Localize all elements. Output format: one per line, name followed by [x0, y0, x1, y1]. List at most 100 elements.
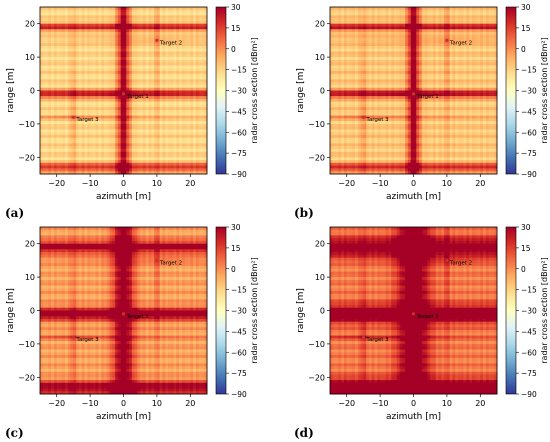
target-label: Target 2 — [159, 40, 182, 46]
x-tick-label: 0 — [121, 399, 126, 408]
colorbar-tick-label: 0 — [231, 45, 236, 54]
panel-b: −20 −10 0 10 20 −20 −10 0 10 20 azimuth [m] range [… — [294, 3, 549, 220]
y-tick-label: 0 — [320, 87, 325, 96]
colorbar-tick-label: 15 — [521, 24, 531, 33]
x-tick-label: 20 — [475, 399, 485, 408]
colorbar-tick-label: 0 — [521, 265, 526, 274]
colorbar-tick-label: 15 — [231, 244, 241, 253]
x-tick-label: −10 — [372, 399, 389, 408]
x-axis-label: azimuth [m] — [386, 412, 441, 422]
y-tick-label: 10 — [25, 273, 35, 282]
x-tick-label: 0 — [411, 399, 416, 408]
y-tick-label: −20 — [308, 153, 325, 162]
x-tick-label: 20 — [185, 399, 195, 408]
colorbar-tick-label: 30 — [231, 3, 241, 12]
colorbar-label: radar cross section [dBm²] — [540, 257, 549, 363]
colorbar-tick-label: 0 — [521, 45, 526, 54]
y-tick-label: −20 — [18, 373, 35, 382]
x-axis-label: azimuth [m] — [96, 192, 151, 202]
colorbar-tick-label: −75 — [231, 149, 247, 158]
x-axis-label: azimuth [m] — [96, 412, 151, 422]
target-label: Target 1 — [416, 314, 439, 320]
colorbar — [505, 226, 517, 395]
x-tick-label: −20 — [338, 179, 355, 188]
x-tick-label: −10 — [82, 399, 99, 408]
x-tick-label: −20 — [338, 399, 355, 408]
colorbar — [215, 6, 227, 175]
colorbar-tick-label: −30 — [521, 307, 537, 316]
colorbar — [505, 6, 517, 175]
colorbar-tick-label: −60 — [521, 348, 537, 357]
x-axis-label: azimuth [m] — [386, 192, 441, 202]
x-tick-label: 20 — [185, 179, 195, 188]
colorbar-tick-label: −90 — [231, 170, 247, 179]
y-tick-label: −20 — [308, 373, 325, 382]
target-label: Target 3 — [75, 337, 99, 343]
target-marker — [361, 115, 365, 119]
colorbar-tick-label: −90 — [521, 170, 537, 179]
colorbar-tick-label: −45 — [231, 327, 247, 336]
colorbar-tick-label: 15 — [521, 244, 531, 253]
colorbar — [215, 226, 227, 395]
y-tick-label: 20 — [315, 20, 325, 29]
colorbar-tick-label: −75 — [521, 149, 537, 158]
heatmap — [40, 227, 208, 395]
colorbar-tick-label: 30 — [231, 223, 241, 232]
target-label: Target 1 — [126, 314, 149, 320]
target-label: Target 2 — [449, 40, 472, 46]
colorbar-tick-label: −45 — [521, 327, 537, 336]
y-tick-label: −20 — [18, 153, 35, 162]
colorbar-tick-label: −60 — [231, 128, 247, 137]
x-tick-label: 10 — [442, 179, 452, 188]
panel-label: (d) — [294, 426, 314, 440]
colorbar-tick-label: −75 — [521, 369, 537, 378]
target-marker — [155, 258, 159, 262]
colorbar-label: radar cross section [dBm²] — [250, 257, 259, 363]
panel-d: −20 −10 0 10 20 −20 −10 0 10 20 azimuth [m] range [… — [294, 223, 549, 440]
y-tick-label: 0 — [30, 87, 35, 96]
x-tick-label: −20 — [48, 399, 65, 408]
colorbar-tick-label: −30 — [231, 87, 247, 96]
x-tick-label: −10 — [372, 179, 389, 188]
target-marker — [71, 115, 75, 119]
colorbar-tick-label: −30 — [521, 87, 537, 96]
target-marker — [71, 335, 75, 339]
colorbar-tick-label: 15 — [231, 24, 241, 33]
y-tick-label: 10 — [25, 53, 35, 62]
panel-a: −20 −10 0 10 20 −20 −10 0 10 20 azimuth [m] range [… — [5, 3, 259, 220]
y-axis-label: range [m] — [6, 68, 16, 113]
colorbar-tick-label: −45 — [521, 107, 537, 116]
x-tick-label: 10 — [152, 399, 162, 408]
colorbar-label: radar cross section [dBm²] — [540, 37, 549, 143]
x-tick-label: −20 — [48, 179, 65, 188]
target-marker — [121, 92, 126, 96]
target-label: Target 2 — [449, 260, 472, 266]
heatmap — [330, 227, 498, 395]
y-axis-label: range [m] — [296, 288, 306, 333]
colorbar-tick-label: −15 — [521, 286, 537, 295]
target-marker — [445, 38, 449, 43]
x-tick-label: 10 — [152, 179, 162, 188]
colorbar-tick-label: −15 — [231, 66, 247, 75]
y-tick-label: 10 — [315, 53, 325, 62]
y-tick-label: −10 — [18, 120, 35, 129]
colorbar-tick-label: −45 — [231, 107, 247, 116]
colorbar-tick-label: −90 — [521, 390, 537, 399]
colorbar-tick-label: −15 — [521, 66, 537, 75]
panel-label: (c) — [5, 426, 24, 440]
x-tick-label: −10 — [82, 179, 99, 188]
colorbar-tick-label: −60 — [521, 128, 537, 137]
target-marker — [361, 335, 365, 339]
target-label: Target 1 — [416, 94, 439, 100]
x-tick-label: 10 — [442, 399, 452, 408]
target-label: Target 1 — [126, 94, 149, 100]
target-label: Target 3 — [365, 117, 389, 123]
target-label: Target 3 — [75, 117, 99, 123]
colorbar-tick-label: −90 — [231, 390, 247, 399]
target-label: Target 3 — [365, 337, 389, 343]
y-tick-label: 0 — [30, 307, 35, 316]
heatmap — [40, 7, 208, 175]
colorbar-tick-label: −15 — [231, 286, 247, 295]
x-tick-label: 20 — [475, 179, 485, 188]
